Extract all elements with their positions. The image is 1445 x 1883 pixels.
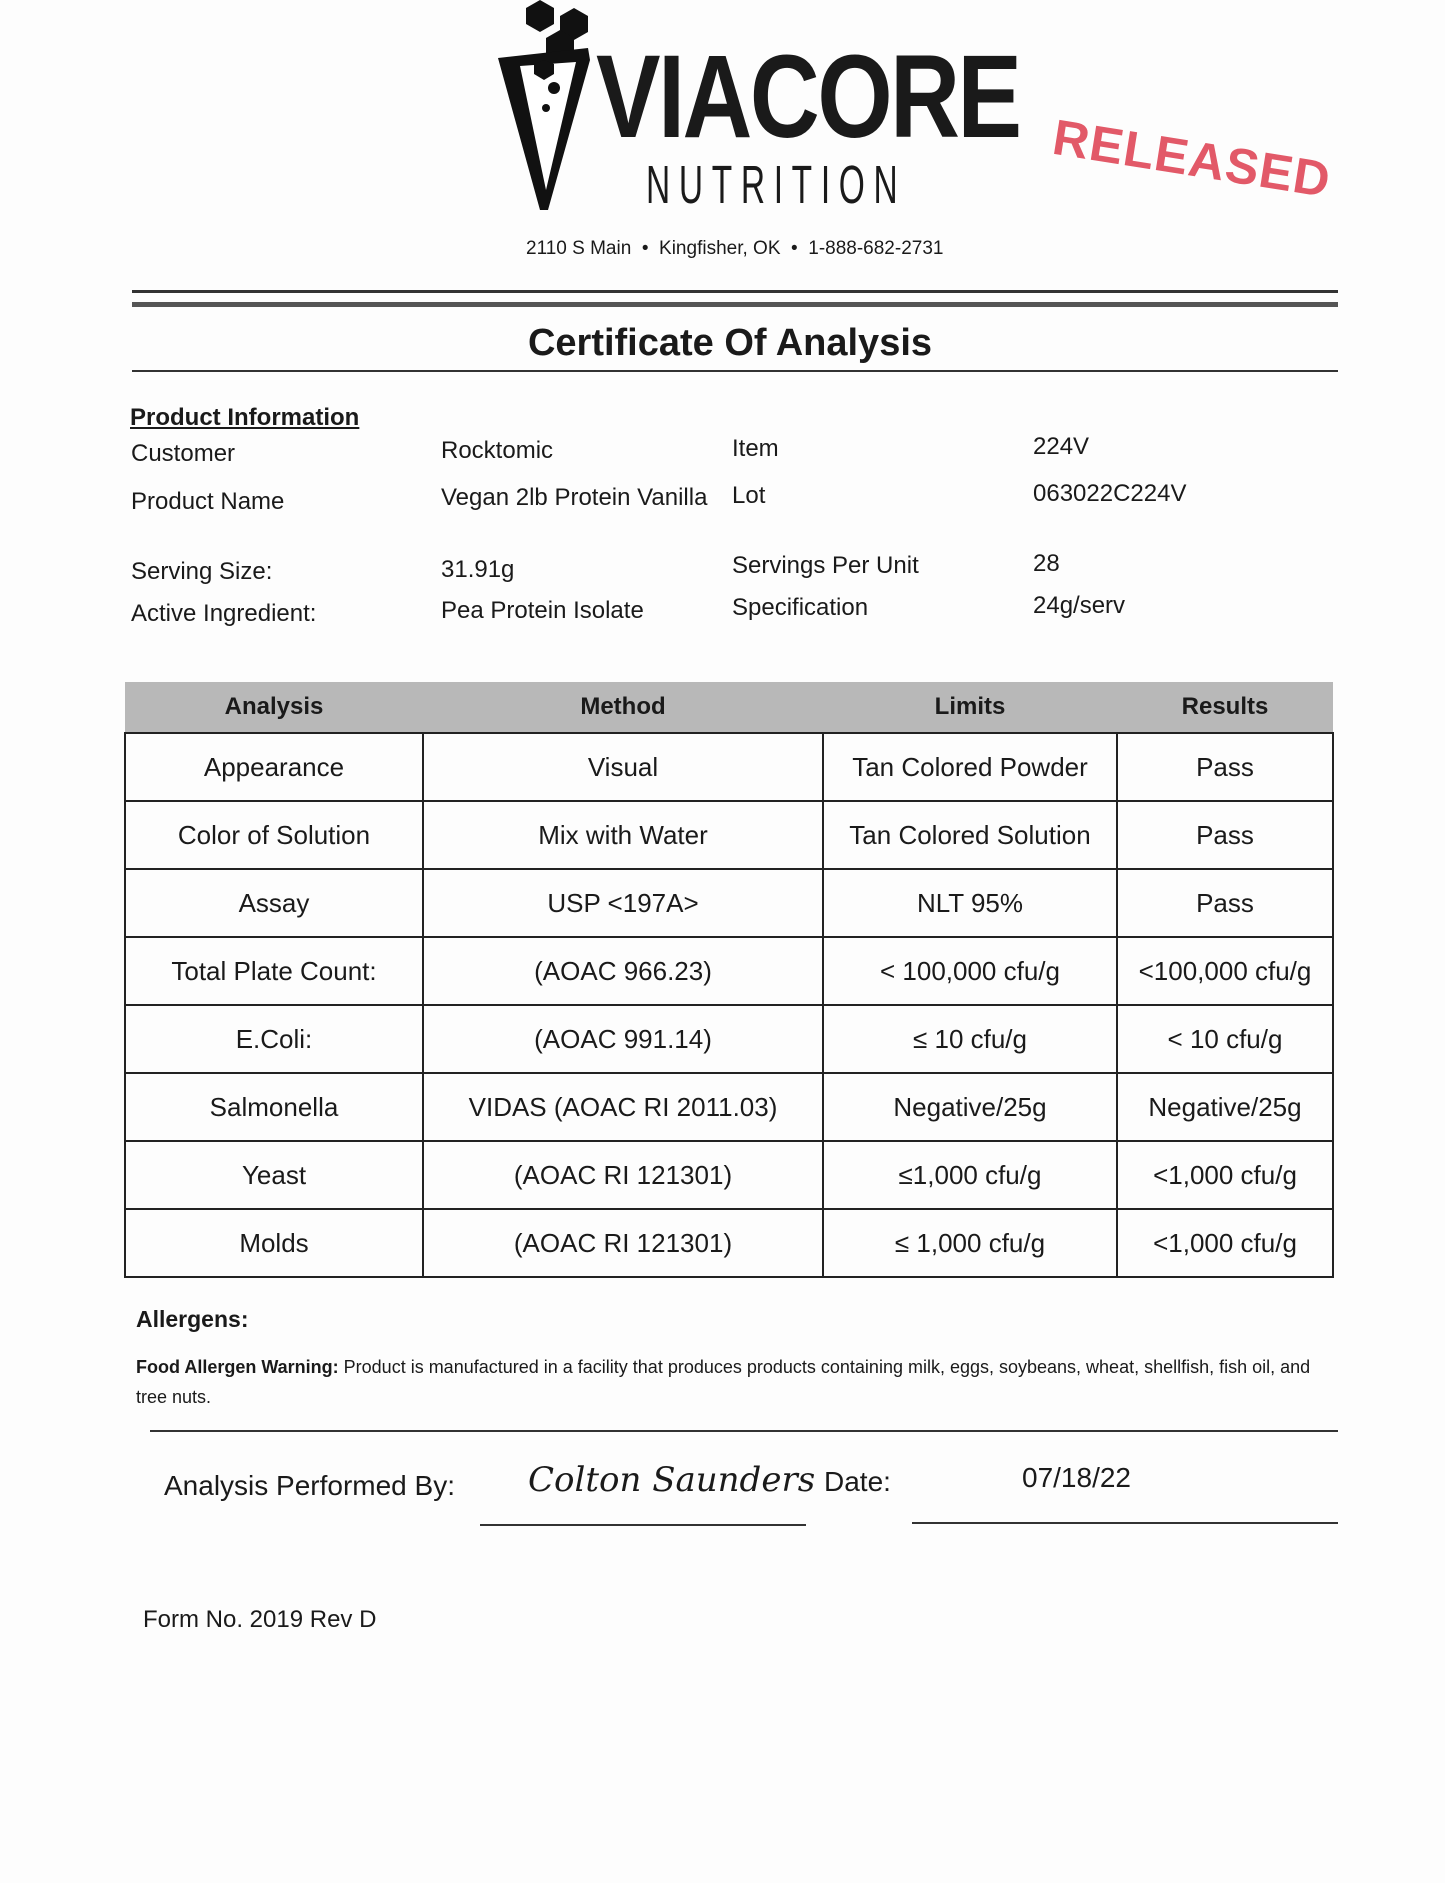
table-cell: (AOAC RI 121301)	[422, 1208, 824, 1278]
date-value: 07/18/22	[1022, 1462, 1131, 1493]
table-cell: Appearance	[124, 732, 424, 802]
table-cell: Mix with Water	[422, 800, 824, 870]
info-value: 31.91g	[441, 556, 515, 583]
table-cell: Salmonella	[124, 1072, 424, 1142]
flask-hexagon-icon	[498, 0, 590, 210]
info-label: Serving Size:	[131, 558, 273, 585]
table-cell: Negative/25g	[822, 1072, 1118, 1142]
allergen-warning-text: Product is manufactured in a facility th…	[136, 1357, 1311, 1407]
table-row: E.Coli: (AOAC 991.14) ≤ 10 cfu/g < 10 cfu/g	[124, 1004, 1334, 1074]
divider	[132, 302, 1338, 307]
date-line	[912, 1522, 1338, 1524]
info-label: Active Ingredient:	[131, 600, 317, 627]
table-cell: <1,000 cfu/g	[1116, 1208, 1334, 1278]
table-cell: Color of Solution	[124, 800, 424, 870]
table-row: Assay USP <197A> NLT 95% Pass	[124, 868, 1334, 938]
table-cell: Pass	[1116, 868, 1334, 938]
column-header: Analysis	[125, 682, 423, 733]
analysis-table: Analysis Method Limits Results Appearanc…	[124, 682, 1334, 1278]
performed-by-label: Analysis Performed By:	[164, 1470, 455, 1501]
divider	[132, 290, 1338, 293]
table-cell: < 10 cfu/g	[1116, 1004, 1334, 1074]
table-cell: USP <197A>	[422, 868, 824, 938]
table-cell: Pass	[1116, 732, 1334, 802]
table-row: Appearance Visual Tan Colored Powder Pass	[124, 732, 1334, 802]
info-value: Pea Protein Isolate	[441, 597, 644, 624]
company-address: 2110 S Main • Kingfisher, OK • 1-888-682…	[526, 238, 944, 259]
table-cell: Visual	[422, 732, 824, 802]
allergen-warning: Food Allergen Warning: Product is manufa…	[136, 1352, 1336, 1412]
signature: Colton Saunders	[528, 1460, 816, 1500]
table-cell: <100,000 cfu/g	[1116, 936, 1334, 1006]
viacore-logo: VIACORE NUTRITION	[498, 0, 1022, 220]
column-header: Method	[423, 682, 823, 733]
table-cell: Yeast	[124, 1140, 424, 1210]
date-label: Date:	[824, 1466, 891, 1497]
info-label: Customer	[131, 440, 236, 467]
info-label: Specification	[732, 594, 869, 621]
table-cell: < 100,000 cfu/g	[822, 936, 1118, 1006]
divider	[132, 370, 1338, 372]
table-row: Molds (AOAC RI 121301) ≤ 1,000 cfu/g <1,000…	[124, 1208, 1334, 1278]
column-header: Limits	[823, 682, 1117, 733]
table-cell: ≤ 1,000 cfu/g	[822, 1208, 1118, 1278]
signature-line	[480, 1524, 806, 1526]
table-cell: Pass	[1116, 800, 1334, 870]
table-cell: Assay	[124, 868, 424, 938]
info-label: Lot	[732, 482, 766, 509]
logo-subtext: NUTRITION	[646, 155, 907, 215]
page-title: Certificate Of Analysis	[527, 322, 933, 364]
info-label: Item	[732, 435, 779, 462]
info-value: 24g/serv	[1033, 592, 1126, 619]
table-cell: (AOAC RI 121301)	[422, 1140, 824, 1210]
table-cell: Tan Colored Powder	[822, 732, 1118, 802]
product-info-heading: Product Information	[130, 404, 360, 431]
table-cell: Tan Colored Solution	[822, 800, 1118, 870]
allergen-warning-label: Food Allergen Warning:	[136, 1357, 339, 1377]
divider	[150, 1430, 1338, 1432]
table-cell: Total Plate Count:	[124, 936, 424, 1006]
table-row: Yeast (AOAC RI 121301) ≤1,000 cfu/g <1,000 …	[124, 1140, 1334, 1210]
table-cell: Negative/25g	[1116, 1072, 1334, 1142]
allergens-heading: Allergens:	[136, 1306, 249, 1332]
table-cell: (AOAC 966.23)	[422, 936, 824, 1006]
logo-text: VIACORE	[596, 31, 1022, 163]
table-row: Color of Solution Mix with Water Tan Color…	[124, 800, 1334, 870]
released-stamp: RELEASED	[1049, 108, 1335, 209]
info-label: Product Name	[131, 488, 285, 515]
table-header-row: Analysis Method Limits Results	[125, 682, 1333, 733]
table-cell: (AOAC 991.14)	[422, 1004, 824, 1074]
table-cell: ≤ 10 cfu/g	[822, 1004, 1118, 1074]
table-cell: VIDAS (AOAC RI 2011.03)	[422, 1072, 824, 1142]
info-value: Vegan 2lb Protein Vanilla	[441, 484, 708, 511]
table-cell: ≤1,000 cfu/g	[822, 1140, 1118, 1210]
table-row: Salmonella VIDAS (AOAC RI 2011.03) Negativ…	[124, 1072, 1334, 1142]
info-value: 224V	[1033, 433, 1090, 460]
info-label: Servings Per Unit	[732, 552, 919, 579]
form-number: Form No. 2019 Rev D	[143, 1606, 377, 1633]
info-value: 28	[1033, 550, 1060, 577]
table-row: Total Plate Count: (AOAC 966.23) < 100,000…	[124, 936, 1334, 1006]
table-cell: E.Coli:	[124, 1004, 424, 1074]
column-header: Results	[1117, 682, 1333, 733]
info-value: 063022C224V	[1033, 480, 1187, 507]
info-value: Rocktomic	[441, 437, 554, 464]
table-cell: <1,000 cfu/g	[1116, 1140, 1334, 1210]
table-cell: Molds	[124, 1208, 424, 1278]
table-cell: NLT 95%	[822, 868, 1118, 938]
